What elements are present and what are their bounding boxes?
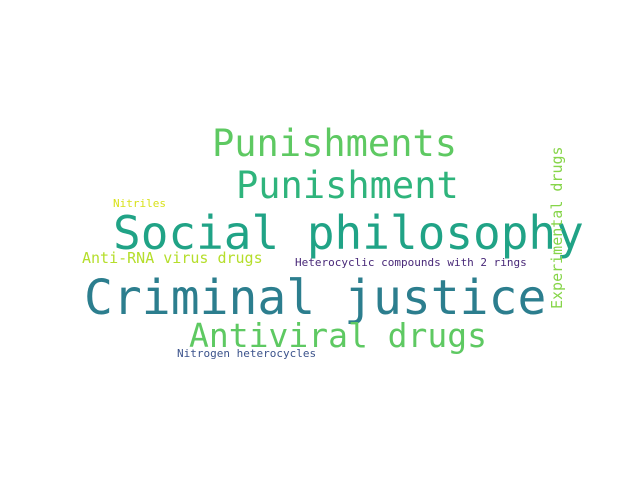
word-criminal-justice: Criminal justice bbox=[84, 270, 547, 326]
word-anti-rna-virus-drugs: Anti-RNA virus drugs bbox=[82, 249, 263, 267]
word-experimental-drugs: Experimental drugs bbox=[548, 146, 566, 309]
word-antiviral-drugs: Antiviral drugs bbox=[189, 316, 488, 355]
word-nitriles: Nitriles bbox=[113, 197, 166, 210]
word-punishment: Punishment bbox=[236, 164, 459, 207]
word-heterocyclic-compounds: Heterocyclic compounds with 2 rings bbox=[295, 256, 527, 269]
word-social-philosophy: Social philosophy bbox=[113, 206, 584, 260]
word-nitrogen-heterocycles: Nitrogen heterocycles bbox=[177, 347, 317, 360]
word-punishments: Punishments bbox=[212, 122, 458, 165]
